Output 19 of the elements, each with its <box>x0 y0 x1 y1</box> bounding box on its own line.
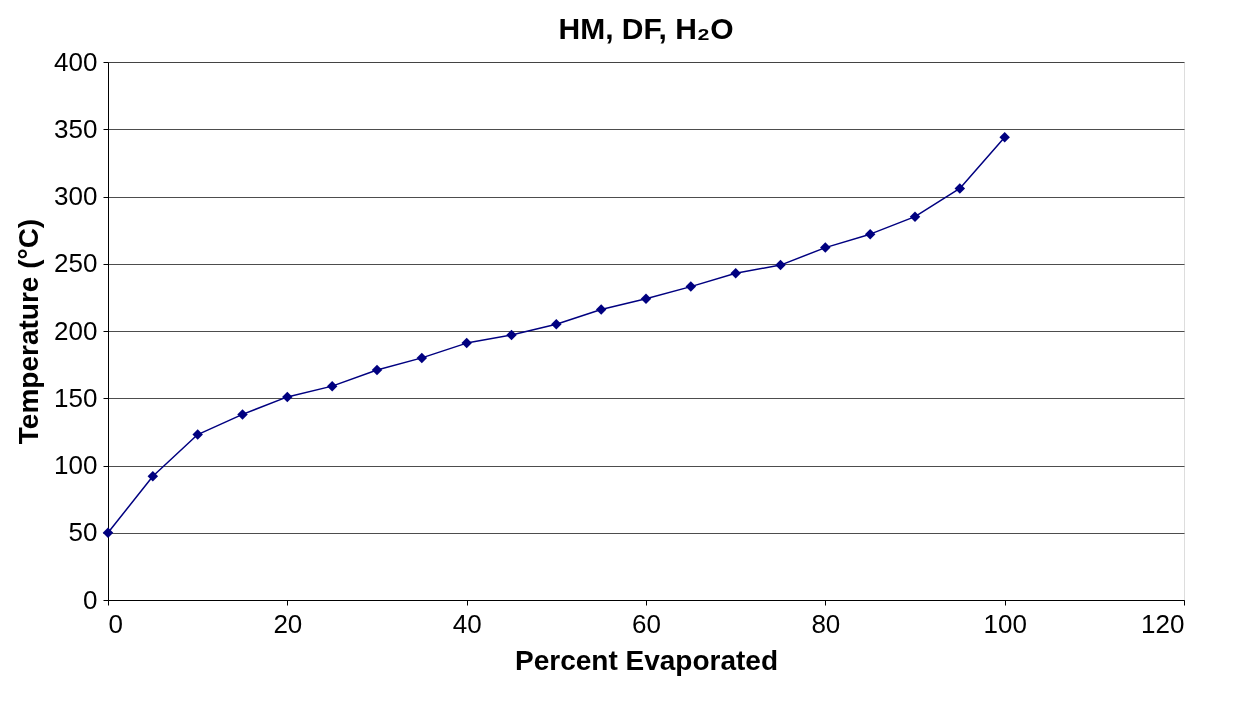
y-tick-label: 50 <box>68 517 98 548</box>
y-axis-title: Temperature (°C) <box>13 218 45 445</box>
y-tick-label: 300 <box>54 181 98 211</box>
y-tick-label: 200 <box>54 315 98 346</box>
x-tick-label: 20 <box>273 608 303 639</box>
y-tick-label: 250 <box>54 248 98 279</box>
y-tick-label: 150 <box>54 382 98 413</box>
x-tick-label: 0 <box>108 608 123 639</box>
x-tick-label: 60 <box>632 608 661 639</box>
y-tick-label: 400 <box>54 46 98 77</box>
x-tick-label: 40 <box>452 608 482 639</box>
chart-title: HM, DF, H₂O <box>558 12 734 45</box>
x-tick-label: 80 <box>811 608 841 639</box>
y-tick-label: 100 <box>54 450 98 480</box>
x-tick-label: 120 <box>1141 608 1185 639</box>
y-tick-label: 350 <box>54 113 98 144</box>
x-tick-label: 100 <box>983 608 1027 639</box>
x-axis-title: Percent Evaporated <box>515 644 778 676</box>
y-tick-label: 0 <box>83 584 98 615</box>
